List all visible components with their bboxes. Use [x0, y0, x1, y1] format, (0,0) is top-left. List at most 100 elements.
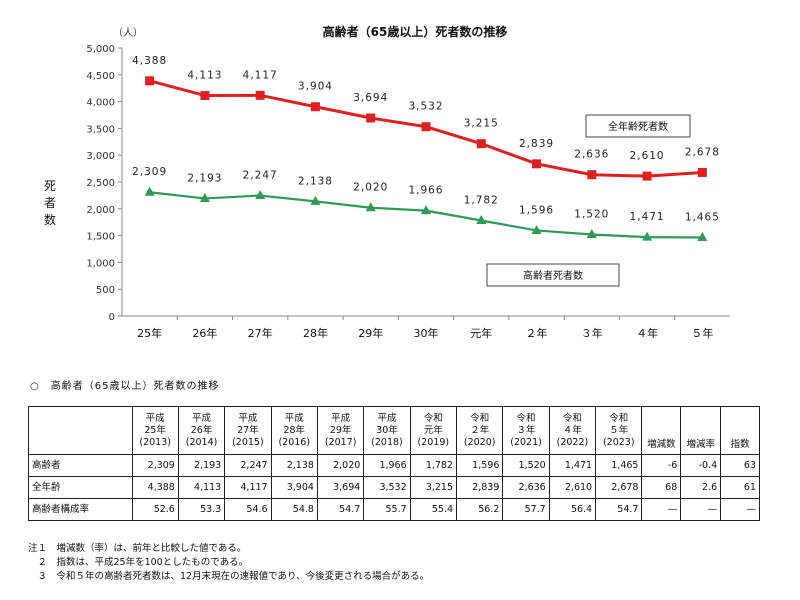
- data-point: [531, 224, 542, 234]
- table-stat-cell: 2.6: [680, 476, 722, 499]
- header-year: 27年: [237, 424, 259, 436]
- y-tick-label: 4,000: [86, 98, 115, 109]
- header-ad: (2016): [278, 436, 311, 448]
- table-header-stat: 増減率: [680, 406, 722, 455]
- y-tick-label: 3,500: [86, 124, 115, 135]
- data-point: [697, 231, 708, 241]
- unit-label: （人）: [113, 27, 143, 39]
- data-point: [255, 90, 265, 100]
- table-header-year: 令和 ５年 (2023): [595, 406, 643, 455]
- table-header-blank: [28, 406, 133, 455]
- x-tick-label: 30年: [414, 326, 439, 340]
- line-chart: 高齢者（65歳以上）死者数の推移 （人） 死者数 0 500 1,000 1,500 2,00…: [44, 24, 730, 340]
- data-point: [476, 214, 487, 224]
- header-year: 元年: [423, 424, 443, 436]
- table-cell: 2,309: [131, 454, 179, 477]
- legend-label-1: 高齢者死者数: [523, 269, 583, 282]
- data-point: [532, 159, 542, 169]
- table-cell: 1,596: [456, 454, 504, 477]
- data-label: 4,113: [187, 70, 222, 82]
- header-year: 28年: [283, 424, 306, 436]
- header-year: 30年: [376, 424, 398, 436]
- header-year: 25年: [144, 424, 166, 436]
- table-body: 高齢者 2,309 2,193 2,247 2,138 2,020 1,966 1,782 1,…: [28, 454, 760, 521]
- x-tick-label: ２年: [526, 326, 548, 340]
- header-ad: (2017): [324, 436, 357, 448]
- header-era: 令和: [562, 412, 582, 424]
- x-tick-label: ５年: [691, 326, 713, 340]
- table-cell: 2,193: [177, 454, 226, 477]
- header-ad: (2019): [417, 436, 450, 448]
- legend-box-1: [486, 263, 620, 287]
- data-point: [310, 102, 320, 112]
- table-header-year: 令和 ４年 (2022): [548, 406, 597, 455]
- y-tick-label: 2,000: [86, 205, 115, 216]
- data-point: [421, 205, 431, 215]
- table-header-year: 令和 ３年 (2021): [502, 406, 550, 455]
- data-point: [697, 167, 707, 177]
- table-header-year: 令和 ２年 (2020): [456, 406, 504, 455]
- data-label: 1,782: [464, 194, 499, 206]
- series-line-1: [149, 191, 703, 239]
- y-tick-label: 4,500: [86, 71, 115, 82]
- row-label: 高齢者: [28, 454, 133, 477]
- table-cell: 2,138: [270, 454, 318, 477]
- table-cell: 56.2: [456, 498, 504, 521]
- table-cell: 54.7: [595, 498, 643, 521]
- data-label: 1,596: [519, 204, 554, 216]
- data-point: [144, 186, 155, 196]
- table-stat-cell: 61: [720, 476, 760, 499]
- header-year: ４年: [562, 424, 582, 436]
- table-cell: 2,020: [316, 454, 365, 477]
- data-label: 1,520: [574, 209, 609, 221]
- table-cell: 56.4: [548, 498, 597, 521]
- header-era: 平成: [331, 412, 351, 424]
- table-header-stat: 指数: [720, 406, 760, 455]
- data-label: 3,532: [408, 101, 443, 113]
- table-stat-cell: -6: [641, 454, 682, 477]
- data-label: 2,138: [298, 175, 333, 187]
- note-2: ２ 指数は、平成25年を100としたものである。: [28, 557, 249, 568]
- row-label: 高齢者構成率: [28, 498, 133, 521]
- data-point: [199, 192, 210, 202]
- table-header-year: 令和 元年 (2019): [409, 406, 458, 455]
- table-cell: 2,678: [595, 476, 643, 499]
- data-label: 2,636: [574, 149, 609, 161]
- table-cell: 3,694: [316, 476, 365, 499]
- data-label: 3,694: [353, 92, 388, 104]
- header-era: 令和: [423, 412, 443, 424]
- row-label: 全年齢: [28, 476, 133, 499]
- header-ad: (2013): [139, 436, 171, 448]
- table-cell: 57.7: [502, 498, 550, 521]
- data-point: [476, 139, 486, 149]
- table-header-stat: 増減数: [641, 406, 682, 455]
- table-cell: 53.3: [177, 498, 226, 521]
- table-cell: 1,966: [363, 454, 411, 477]
- header-year: ５年: [609, 424, 629, 436]
- header-ad: (2015): [232, 436, 264, 448]
- header-era: 平成: [377, 412, 397, 424]
- x-tick-label: 26年: [192, 326, 217, 340]
- header-ad: (2014): [185, 436, 218, 448]
- y-tick-label: 3,000: [86, 151, 115, 162]
- data-label: 4,117: [243, 69, 278, 81]
- y-tick-label: 1,500: [86, 232, 115, 243]
- table-cell: 54.7: [316, 498, 365, 521]
- table-stat-cell: 63: [720, 454, 760, 477]
- data-point: [310, 195, 321, 205]
- table-header-year: 平成 29年 (2017): [316, 406, 365, 455]
- data-point: [642, 231, 653, 241]
- table-row: 高齢者 2,309 2,193 2,247 2,138 2,020 1,966 1,782 1,…: [28, 454, 760, 477]
- table-cell: 52.6: [131, 498, 179, 521]
- table-row: 全年齢 4,388 4,113 4,117 3,904 3,694 3,532 3,215 2,…: [28, 476, 760, 499]
- table-cell: 2,636: [502, 476, 550, 499]
- y-tick-label: 2,500: [86, 178, 115, 189]
- y-axis-label: 死者数: [44, 179, 56, 227]
- header-year: 29年: [329, 424, 352, 436]
- table-stat-cell: —: [720, 498, 760, 521]
- data-label: 3,215: [464, 118, 499, 130]
- x-tick-label: ４年: [636, 326, 658, 340]
- header-era: 平成: [145, 412, 165, 424]
- x-tick-label: 29年: [358, 326, 383, 340]
- y-tick-label: 1,000: [86, 258, 115, 269]
